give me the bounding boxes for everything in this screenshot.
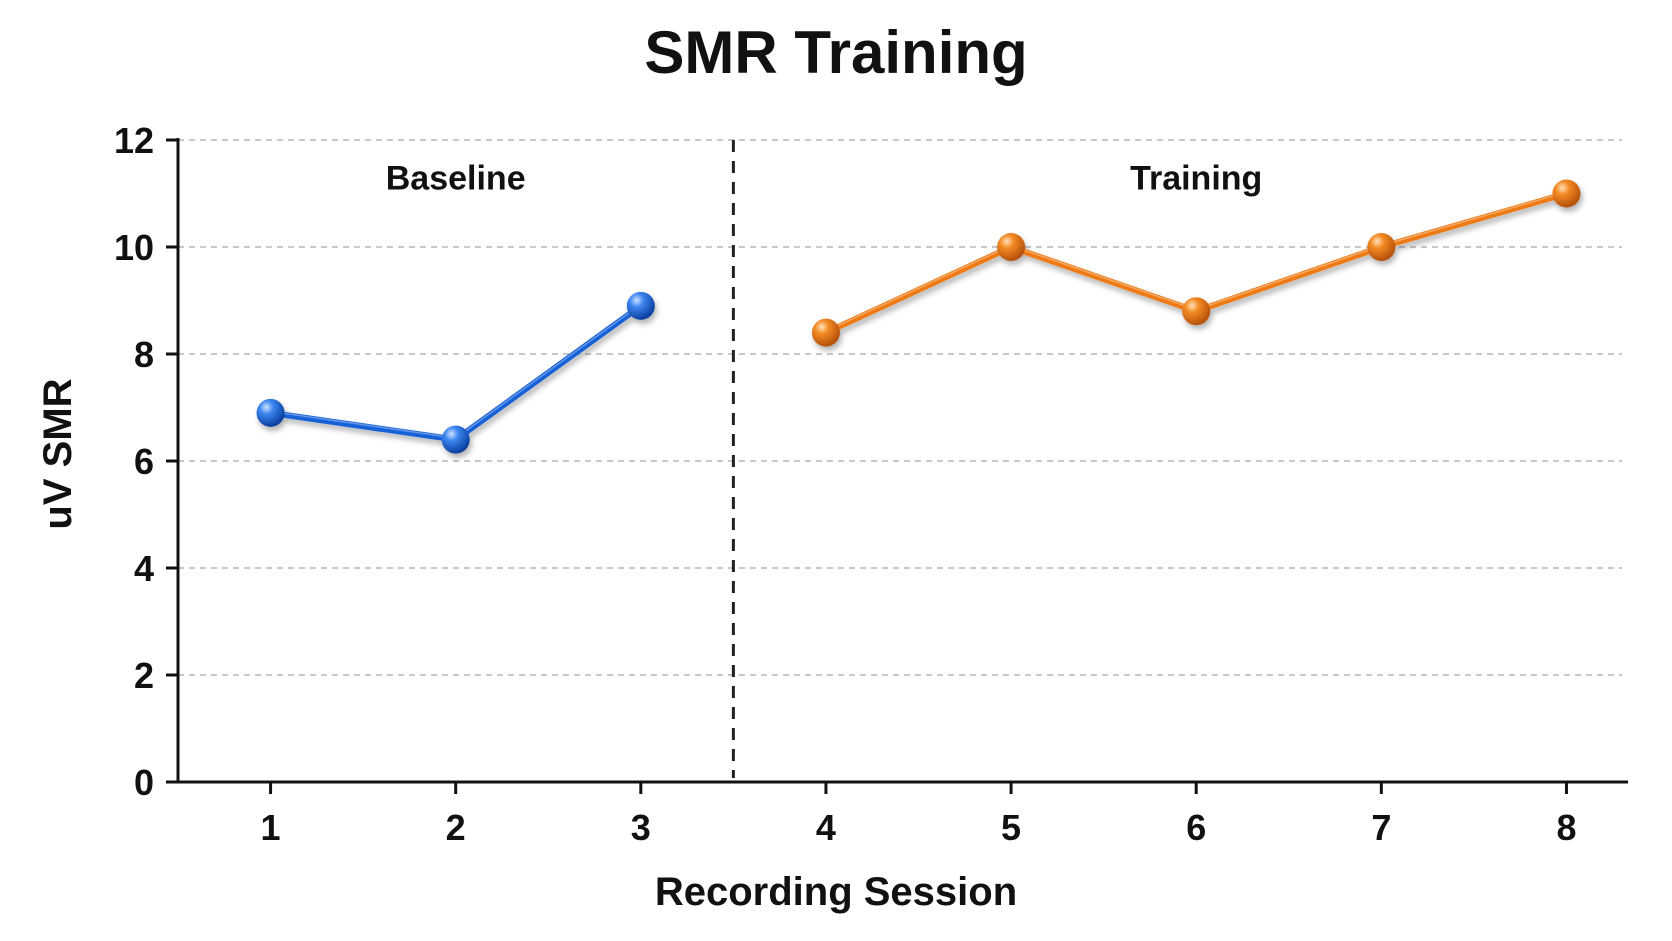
- x-tick-label: 8: [1556, 807, 1576, 848]
- series-group: [256, 179, 1581, 454]
- x-tick-label: 5: [1001, 807, 1021, 848]
- data-point: [811, 318, 840, 347]
- x-tick-label: 1: [261, 807, 281, 848]
- data-point: [1552, 179, 1581, 208]
- x-tick-label: 3: [631, 807, 651, 848]
- y-tick-label: 10: [114, 227, 154, 268]
- series-2: [811, 179, 1581, 347]
- data-point: [256, 398, 285, 427]
- y-tick-label: 8: [134, 334, 154, 375]
- x-tick-label: 6: [1186, 807, 1206, 848]
- data-point: [1367, 233, 1396, 261]
- data-point: [997, 233, 1026, 261]
- chart-title: SMR Training: [644, 19, 1027, 86]
- phase-annotations: Baseline Training: [386, 140, 1262, 778]
- phase-label-training: Training: [1130, 159, 1262, 197]
- data-point: [626, 291, 655, 320]
- data-point: [1182, 297, 1211, 326]
- gridlines: [178, 139, 1622, 676]
- y-tick-label: 4: [134, 548, 154, 589]
- x-axis-label: Recording Session: [655, 870, 1017, 914]
- x-tick-label: 7: [1371, 807, 1391, 848]
- data-point: [441, 425, 470, 454]
- y-axis-label: uV SMR: [36, 378, 80, 529]
- x-tick-label: 2: [446, 807, 466, 848]
- y-tick-label: 12: [114, 120, 154, 161]
- y-tick-label: 6: [134, 441, 154, 482]
- series-1: [256, 291, 655, 454]
- x-tick-label: 4: [816, 807, 836, 848]
- phase-label-baseline: Baseline: [386, 159, 526, 197]
- y-tick-label: 0: [134, 762, 154, 803]
- y-tick-label: 2: [134, 655, 154, 696]
